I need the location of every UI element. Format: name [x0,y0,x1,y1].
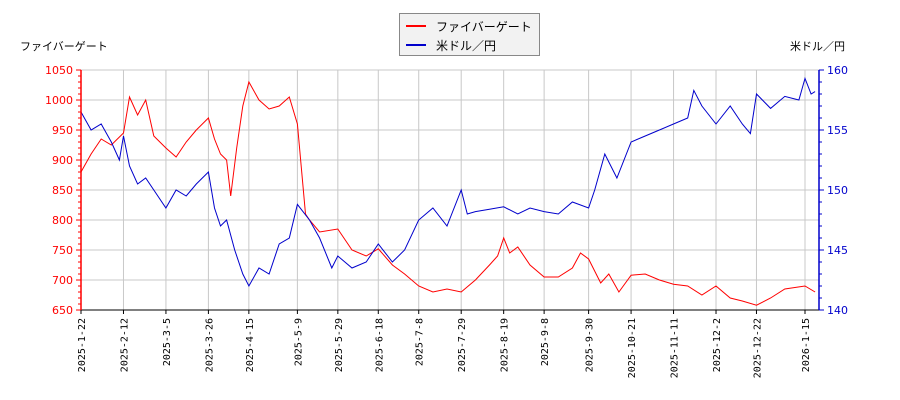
svg-text:2025-10-21: 2025-10-21 [627,318,638,378]
svg-text:2025-7-29: 2025-7-29 [457,318,468,372]
axes: 650 700 750 800 850 900 950 1000 1050 140 145 150 15… [45,64,848,378]
left-axis-title: ファイバーゲート [20,40,108,53]
legend-item-usdjpy: 米ドル／円 [406,36,496,54]
svg-text:2025-1-22: 2025-1-22 [77,318,88,372]
svg-text:950: 950 [52,124,73,137]
svg-text:2025-3-26: 2025-3-26 [204,318,215,372]
usdjpy-series [80,76,816,288]
legend: ファイバーゲート 米ドル／円 [399,13,540,56]
svg-text:2025-2-12: 2025-2-12 [119,318,130,372]
grid-lines [80,69,819,311]
svg-text:650: 650 [52,304,73,317]
svg-text:1050: 1050 [45,64,73,77]
svg-text:2025-8-19: 2025-8-19 [500,318,511,372]
legend-swatch-red [406,25,426,27]
svg-text:2025-7-8: 2025-7-8 [415,318,426,366]
svg-text:2025-3-5: 2025-3-5 [162,318,173,366]
svg-text:900: 900 [52,154,73,167]
svg-text:2025-5-29: 2025-5-29 [334,318,345,372]
svg-text:2025-5-9: 2025-5-9 [293,318,304,366]
legend-item-fibergate: ファイバーゲート [406,17,532,35]
svg-text:145: 145 [827,244,848,257]
svg-text:2025-9-30: 2025-9-30 [585,318,596,372]
svg-text:155: 155 [827,124,848,137]
svg-text:2025-12-22: 2025-12-22 [752,318,763,378]
svg-text:800: 800 [52,214,73,227]
svg-text:2025-11-11: 2025-11-11 [670,318,681,378]
svg-text:2026-1-15: 2026-1-15 [801,318,812,372]
fibergate-series [80,80,816,306]
svg-text:2025-12-2: 2025-12-2 [712,318,723,372]
svg-text:160: 160 [827,64,848,77]
svg-text:150: 150 [827,184,848,197]
svg-text:700: 700 [52,274,73,287]
svg-text:2025-6-18: 2025-6-18 [374,318,385,372]
svg-text:140: 140 [827,304,848,317]
legend-label: 米ドル／円 [436,38,497,53]
svg-text:850: 850 [52,184,73,197]
svg-text:1000: 1000 [45,94,73,107]
svg-text:750: 750 [52,244,73,257]
right-axis-title: 米ドル／円 [790,40,845,53]
svg-text:2025-9-8: 2025-9-8 [540,318,551,366]
legend-label: ファイバーゲート [436,19,532,34]
legend-swatch-blue [406,44,426,46]
svg-text:2025-4-15: 2025-4-15 [245,318,256,372]
